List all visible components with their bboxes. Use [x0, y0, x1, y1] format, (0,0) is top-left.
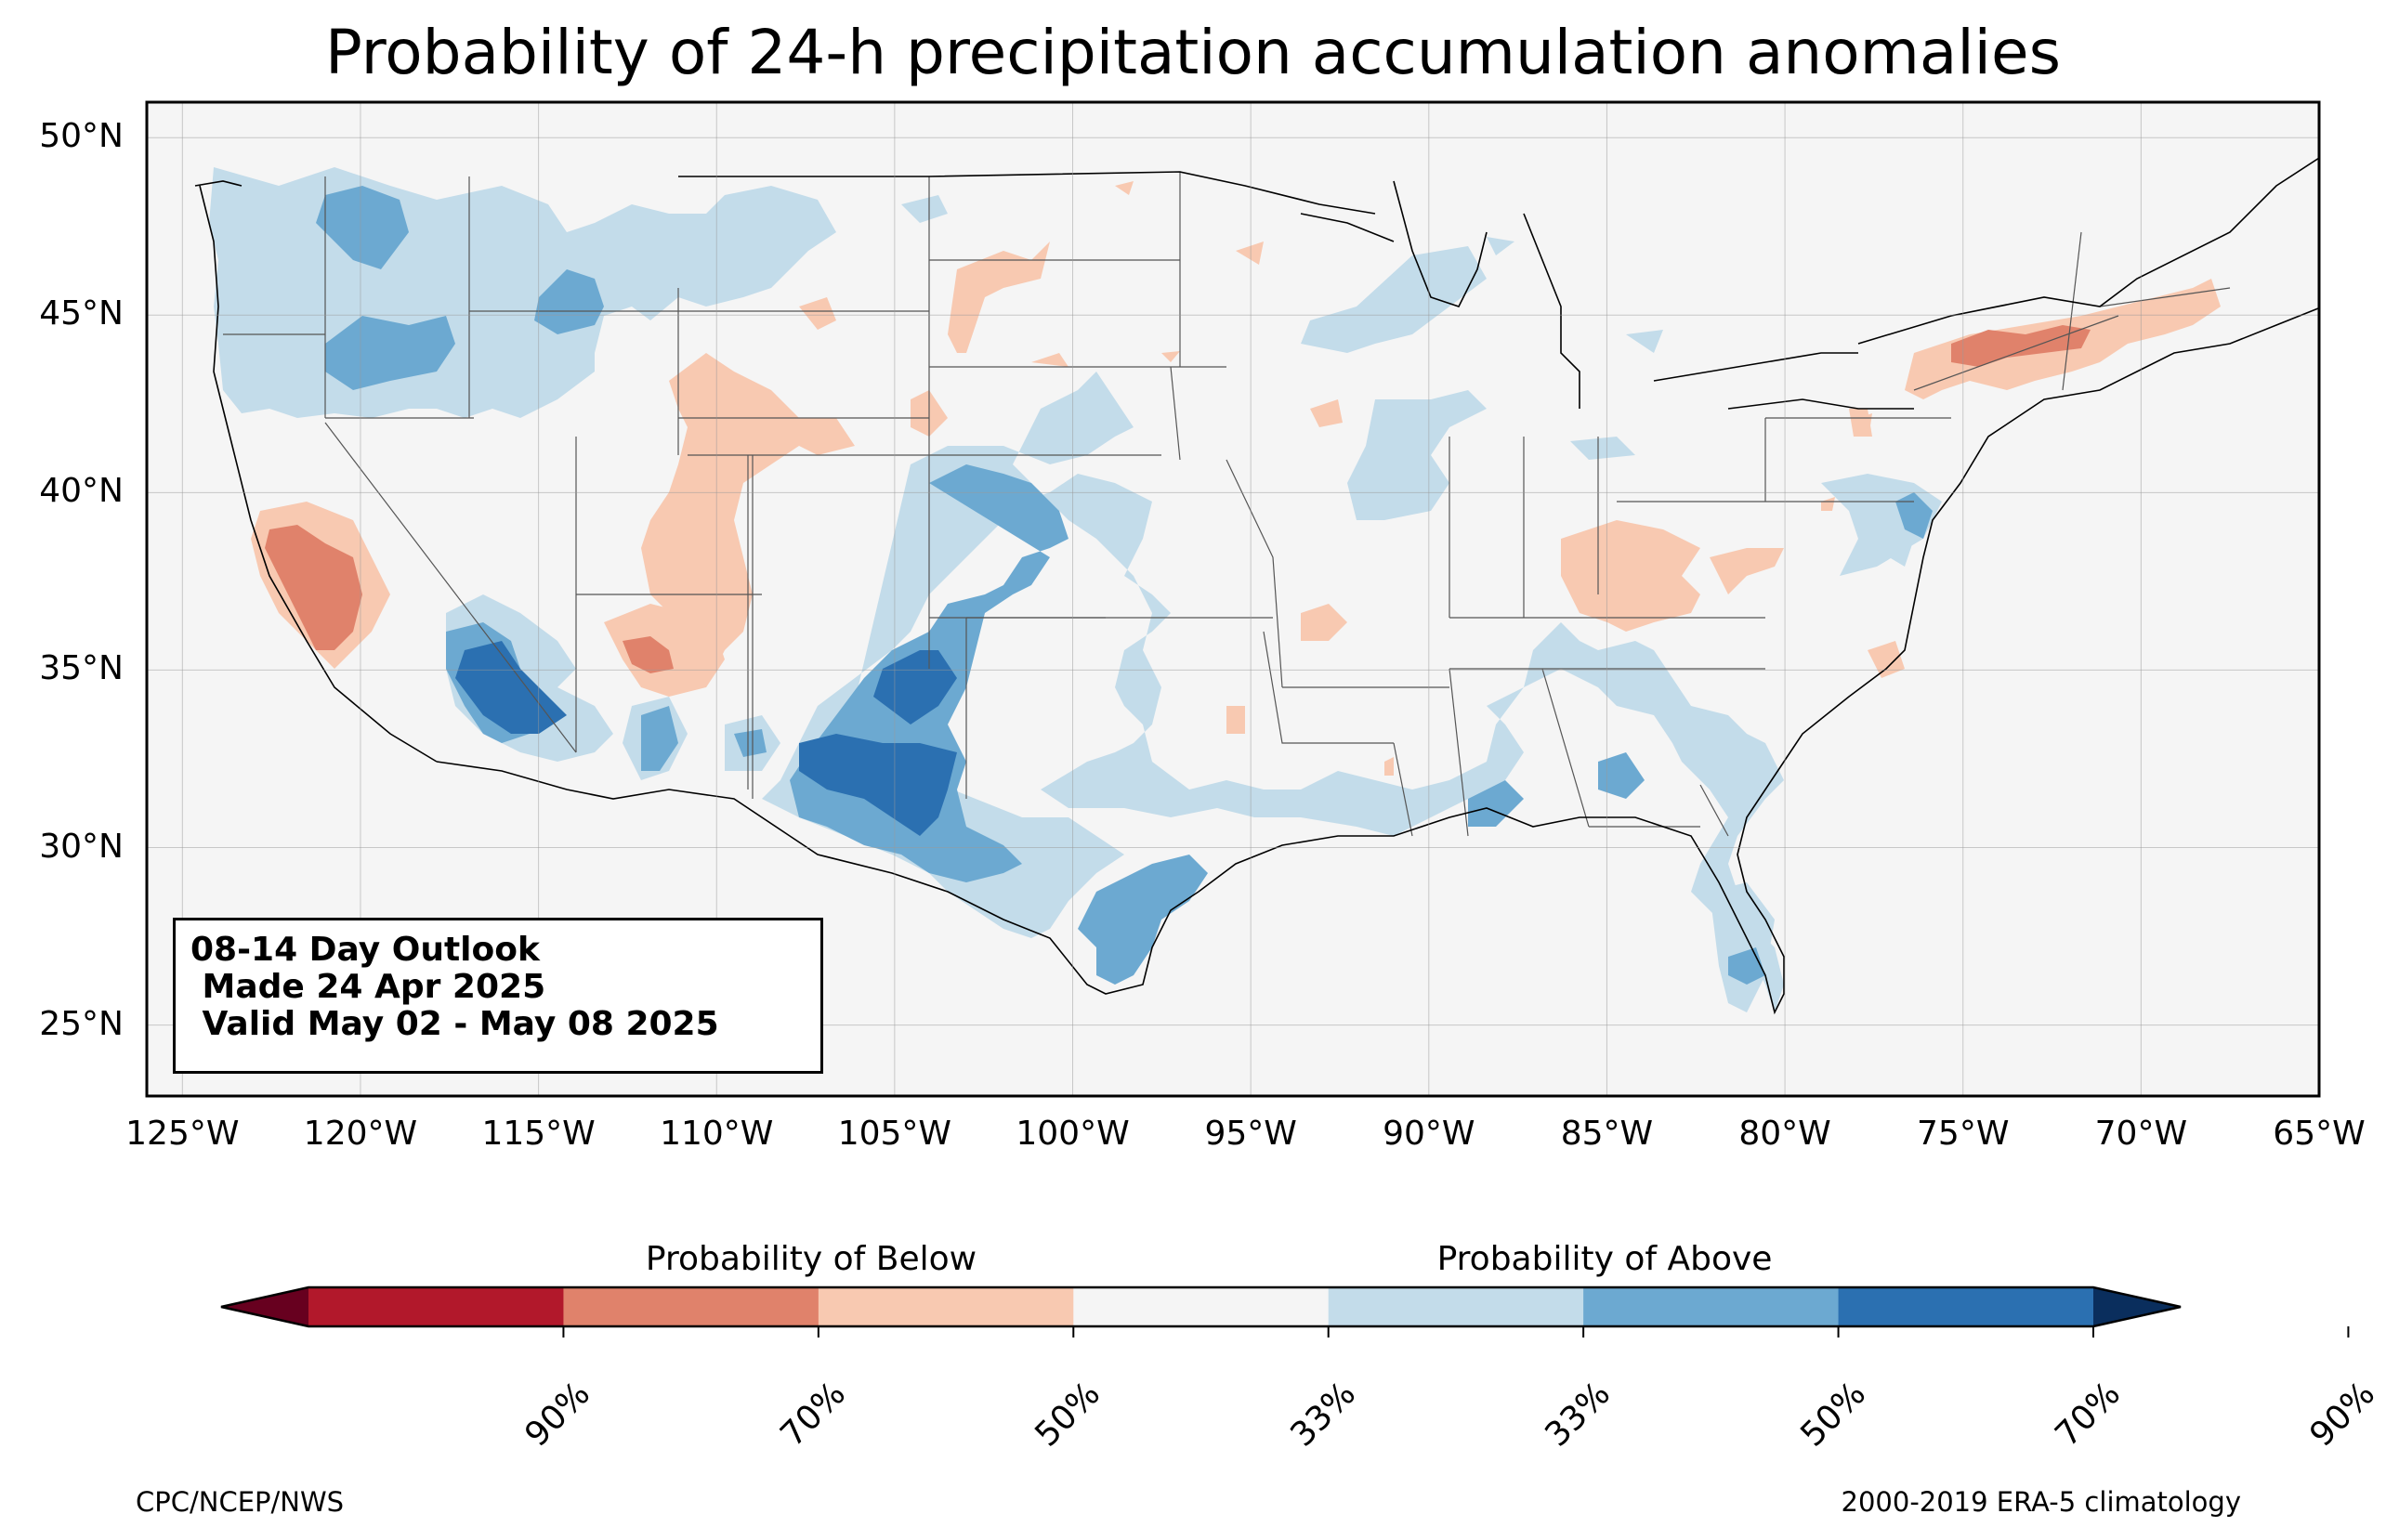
- below-caption: Probability of Below: [645, 1240, 977, 1278]
- valid-range: Valid May 02 - May 08 2025: [190, 1005, 719, 1043]
- map-title: Probability of 24-h precipitation accumu…: [324, 17, 2062, 88]
- below-50-70-regions: [265, 325, 2091, 673]
- colorbar-segment: [308, 1287, 564, 1326]
- climatology-note: 2000-2019 ERA-5 climatology: [1841, 1486, 2241, 1518]
- lat-label: 30°N: [39, 827, 124, 866]
- outlook-info-box: 08-14 Day Outlook Made 24 Apr 2025 Valid…: [173, 918, 823, 1074]
- colorbar-segment: [563, 1287, 819, 1326]
- source-credit: CPC/NCEP/NWS: [136, 1486, 345, 1518]
- lat-label: 35°N: [39, 649, 124, 688]
- above-caption: Probability of Above: [1436, 1240, 1773, 1278]
- map-frame: [145, 100, 2321, 1098]
- colorbar-segment: [1073, 1287, 1330, 1326]
- lat-label: 50°N: [39, 117, 124, 156]
- outlook-period: 08-14 Day Outlook: [190, 931, 540, 969]
- lat-label: 45°N: [39, 294, 124, 333]
- colorbar-outline: [220, 1286, 2182, 1328]
- lon-label: 120°W: [303, 1115, 418, 1153]
- lon-label: 105°W: [837, 1115, 952, 1153]
- lon-label: 80°W: [1738, 1115, 1831, 1153]
- colorbar-extend-above: [2093, 1287, 2181, 1326]
- state-borders: [223, 172, 2231, 837]
- colorbar-segment: [1583, 1287, 1840, 1326]
- coastline: [194, 157, 2319, 1015]
- colorbar-segment: [1328, 1287, 1584, 1326]
- lon-label: 115°W: [481, 1115, 596, 1153]
- made-date: Made 24 Apr 2025: [190, 968, 546, 1006]
- lon-label: 65°W: [2273, 1115, 2366, 1153]
- lon-label: 100°W: [1016, 1115, 1130, 1153]
- lat-label: 25°N: [39, 1004, 124, 1043]
- lon-label: 110°W: [660, 1115, 774, 1153]
- colorbar-segment: [818, 1287, 1074, 1326]
- colorbar-segment: [1838, 1287, 2094, 1326]
- lon-label: 125°W: [125, 1115, 240, 1153]
- lon-label: 75°W: [1917, 1115, 2010, 1153]
- colorbar: [220, 1286, 2350, 1338]
- lat-label: 40°N: [39, 472, 124, 511]
- colorbar-extend-below: [221, 1287, 308, 1326]
- lon-label: 90°W: [1383, 1115, 1475, 1153]
- lon-label: 85°W: [1560, 1115, 1654, 1153]
- lon-label: 70°W: [2094, 1115, 2188, 1153]
- lon-label: 95°W: [1204, 1115, 1297, 1153]
